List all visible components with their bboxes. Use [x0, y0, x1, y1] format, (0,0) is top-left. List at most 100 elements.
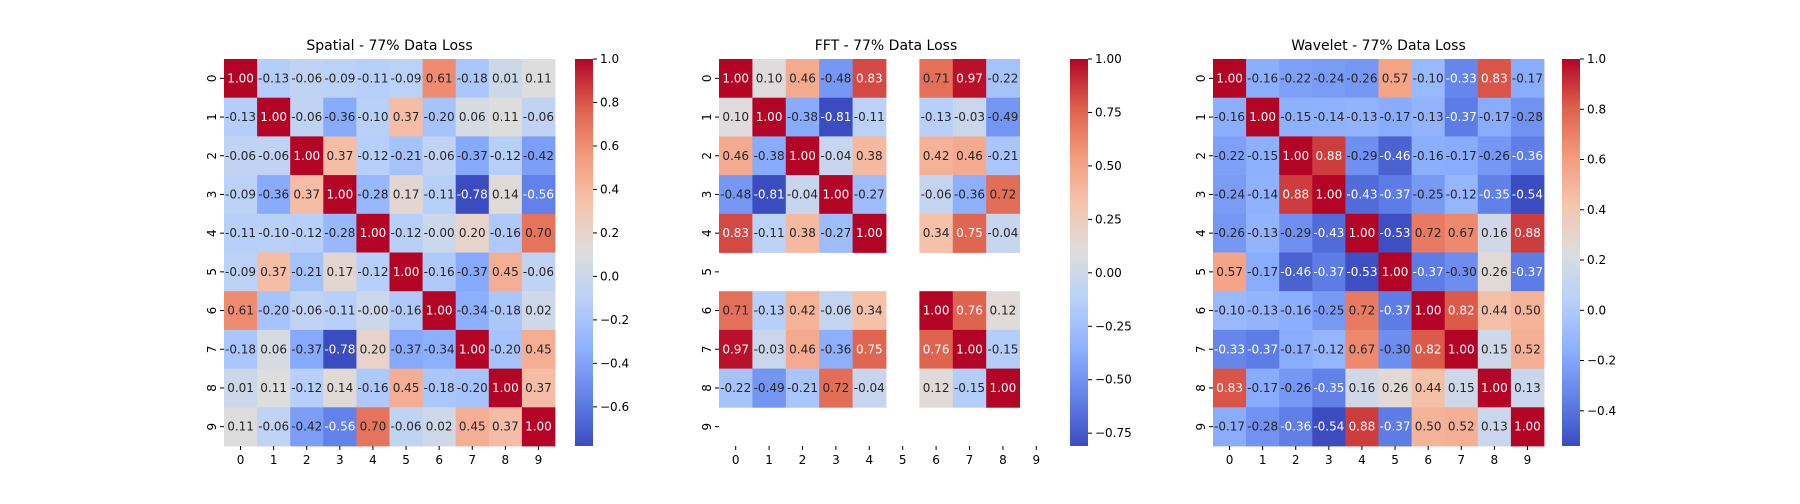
colorbar-tick-label: 0.0	[1587, 303, 1606, 317]
heatmap-cell-2-5	[389, 136, 423, 176]
cell-value-label-0-6: -0.10	[1413, 71, 1444, 85]
heatmap-cell-6-0	[224, 291, 258, 331]
cell-value-label-1-8: 0.11	[492, 110, 519, 124]
y-tick-label-7: 7	[1194, 345, 1208, 353]
cell-value-label-2-9: -0.36	[1512, 149, 1543, 163]
cell-value-label-2-2: 1.00	[293, 149, 320, 163]
cell-value-label-5-4: -0.12	[357, 265, 388, 279]
cell-value-label-4-3: -0.28	[324, 226, 355, 240]
heatmap-cell-1-0	[1213, 97, 1247, 137]
heatmap-cell-7-2	[785, 329, 820, 369]
cell-value-label-3-8: 0.14	[492, 187, 519, 201]
cell-value-label-1-3: -0.14	[1313, 110, 1344, 124]
heatmap-cell-1-7	[1444, 97, 1479, 137]
heatmap-cell-5-5	[389, 252, 423, 292]
cell-value-label-6-3: -0.25	[1313, 304, 1344, 318]
heatmap-cell-0-9	[521, 59, 556, 99]
cell-value-label-5-4: -0.53	[1346, 265, 1377, 279]
heatmap-cell-6-0	[1213, 291, 1247, 331]
cell-value-label-2-3: -0.04	[820, 149, 851, 163]
cell-value-label-1-8: -0.17	[1479, 110, 1510, 124]
heatmap-cell-7-3	[323, 329, 357, 369]
x-tick-label-4: 4	[1358, 453, 1366, 467]
x-tick-label-7: 7	[468, 453, 476, 467]
cell-value-label-6-3: -0.06	[820, 304, 851, 318]
cell-value-label-7-7: 1.00	[459, 342, 486, 356]
heatmap-cell-8-2	[290, 368, 324, 408]
cell-value-label-8-3: -0.35	[1313, 381, 1344, 395]
y-tick-label-3: 3	[700, 191, 714, 199]
colorbar-tick-label: 0.00	[1095, 266, 1122, 280]
heatmap-cell-6-5	[389, 291, 423, 331]
heatmap-cell-4-5	[389, 213, 423, 253]
cell-value-label-2-2: 1.00	[1282, 149, 1309, 163]
heatmap-cell-5-0	[1213, 252, 1247, 292]
cell-value-label-0-4: -0.11	[357, 71, 388, 85]
heatmap-cell-5-6	[422, 252, 457, 292]
heatmap-cell-2-6	[1411, 136, 1446, 176]
cell-value-label-8-6: 0.12	[923, 381, 950, 395]
heatmap-cell-9-3	[323, 407, 357, 447]
heatmap-cell-5-7	[1444, 252, 1479, 292]
heatmap-cell-9-2	[290, 407, 324, 447]
cell-value-label-0-2: -0.06	[291, 71, 322, 85]
cell-value-label-4-6: -0.00	[424, 226, 455, 240]
heatmap-cell-6-4	[852, 291, 887, 331]
heatmap-cell-4-8	[488, 213, 523, 253]
cell-value-label-2-7: -0.17	[1446, 149, 1477, 163]
heatmap-cell-0-1	[257, 59, 291, 99]
cell-value-label-4-1: -0.11	[754, 226, 785, 240]
colorbar-tick-label: 0.6	[1587, 153, 1606, 167]
cell-value-label-2-6: -0.16	[1413, 149, 1444, 163]
colorbar-tick-label: 0.75	[1095, 105, 1122, 119]
cell-value-label-2-1: -0.15	[1247, 149, 1278, 163]
cell-value-label-2-6: -0.06	[424, 149, 455, 163]
heatmap-cell-1-0	[224, 97, 258, 137]
x-tick-label-4: 4	[369, 453, 377, 467]
heatmap-cell-3-3	[1312, 175, 1346, 215]
heatmap-cell-8-1	[1246, 368, 1280, 408]
y-tick-label-9: 9	[205, 423, 219, 431]
x-tick-label-6: 6	[435, 453, 443, 467]
cell-value-label-4-6: 0.72	[1415, 226, 1442, 240]
y-tick-label-0: 0	[700, 75, 714, 83]
cell-value-label-1-5: 0.37	[393, 110, 420, 124]
cell-value-label-8-4: -0.04	[854, 381, 885, 395]
cell-value-label-1-8: -0.49	[987, 110, 1018, 124]
heatmap-cell-9-9	[1510, 407, 1545, 447]
heatmap-cell-3-2	[290, 175, 324, 215]
heatmap-cell-7-2	[1279, 329, 1313, 369]
y-tick-label-7: 7	[205, 345, 219, 353]
cell-value-label-0-8: -0.22	[987, 71, 1018, 85]
heatmap-cell-8-9	[521, 368, 556, 408]
cell-value-label-7-0: -0.33	[1214, 342, 1245, 356]
cell-value-label-2-0: 0.46	[722, 149, 749, 163]
heatmap-cell-1-5	[389, 97, 423, 137]
heatmap-cell-4-3	[1312, 213, 1346, 253]
heatmap-cell-1-7	[952, 97, 987, 137]
heatmap-panel-spatial: Spatial - 77% Data Loss 1.00 -0.13 -0.06 -0…	[205, 38, 629, 467]
heatmap-cell-8-5	[1378, 368, 1412, 408]
heatmap-cell-0-3	[323, 59, 357, 99]
cell-value-label-4-0: -0.11	[225, 226, 256, 240]
heatmap-cell-8-5	[389, 368, 423, 408]
cell-value-label-4-4: 1.00	[856, 226, 883, 240]
heatmap-cell-7-8	[488, 329, 523, 369]
heatmap-cell-7-0	[1213, 329, 1247, 369]
heatmap-cell-2-1	[257, 136, 291, 176]
heatmap-cell-1-1	[752, 97, 787, 137]
heatmap-cell-8-2	[1279, 368, 1313, 408]
heatmap-cell-6-2	[1279, 291, 1313, 331]
heatmap-cell-9-1	[1246, 407, 1280, 447]
y-tick-label-5: 5	[1194, 268, 1208, 276]
heatmap-cell-3-3	[323, 175, 357, 215]
heatmap-cell-0-5	[1378, 59, 1412, 99]
cell-value-label-2-9: -0.42	[523, 149, 554, 163]
heatmap-cell-9-6	[1411, 407, 1446, 447]
colorbar-tick-label: −0.2	[600, 313, 629, 327]
heatmap-cell-1-9	[521, 97, 556, 137]
heatmap-cell-2-0	[224, 136, 258, 176]
cell-value-label-8-4: -0.16	[357, 381, 388, 395]
cell-value-label-0-1: -0.13	[258, 71, 289, 85]
cell-value-label-8-7: 0.15	[1448, 381, 1475, 395]
